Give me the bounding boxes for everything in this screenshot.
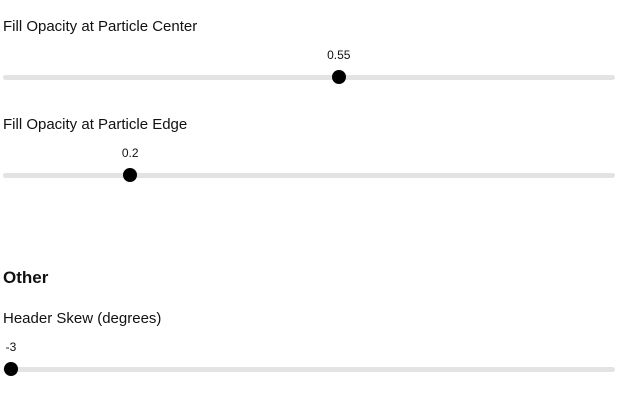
slider-thumb[interactable]: [331, 70, 346, 84]
slider-value: 0.2: [121, 146, 139, 160]
header-skew-label: Header Skew (degrees): [3, 310, 162, 327]
slider-thumb[interactable]: [4, 362, 18, 376]
fill-opacity-edge-label: Fill Opacity at Particle Edge: [3, 116, 188, 133]
slider-track[interactable]: [3, 367, 615, 372]
slider-thumb[interactable]: [123, 168, 138, 182]
slider-track[interactable]: [3, 75, 615, 80]
header-skew-slider[interactable]: -3: [3, 340, 615, 378]
slider-value: 0.55: [327, 48, 351, 62]
other-section-heading: Other: [3, 268, 49, 287]
slider-track[interactable]: [3, 173, 615, 178]
slider-value: -3: [5, 340, 17, 354]
fill-opacity-center-slider[interactable]: 0.55: [3, 48, 615, 86]
fill-opacity-center-label: Fill Opacity at Particle Center: [3, 18, 198, 35]
fill-opacity-edge-slider[interactable]: 0.2: [3, 146, 615, 184]
